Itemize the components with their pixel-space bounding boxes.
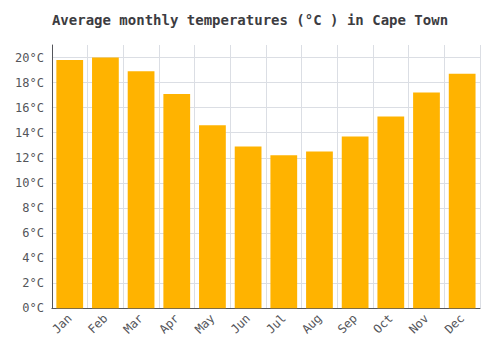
- svg-text:Jul: Jul: [264, 311, 289, 336]
- svg-text:Average monthly temperatures (: Average monthly temperatures (°C ) in Ca…: [52, 12, 448, 28]
- svg-text:Jan: Jan: [49, 311, 74, 336]
- svg-text:2°C: 2°C: [22, 276, 44, 290]
- svg-text:Mar: Mar: [121, 311, 146, 336]
- svg-text:Aug: Aug: [299, 311, 324, 336]
- svg-text:Dec: Dec: [442, 311, 467, 336]
- svg-text:4°C: 4°C: [22, 251, 44, 265]
- svg-text:8°C: 8°C: [22, 201, 44, 215]
- svg-text:Nov: Nov: [406, 311, 431, 336]
- svg-text:16°C: 16°C: [15, 101, 44, 115]
- svg-text:12°C: 12°C: [15, 151, 44, 165]
- svg-text:Jun: Jun: [228, 311, 253, 336]
- svg-text:Oct: Oct: [371, 311, 396, 336]
- svg-text:10°C: 10°C: [15, 176, 44, 190]
- svg-text:May: May: [192, 311, 217, 336]
- svg-text:0°C: 0°C: [22, 301, 44, 315]
- svg-text:Sep: Sep: [335, 311, 360, 336]
- svg-text:14°C: 14°C: [15, 126, 44, 140]
- svg-text:20°C: 20°C: [15, 51, 44, 65]
- svg-text:Feb: Feb: [85, 311, 110, 336]
- svg-text:18°C: 18°C: [15, 76, 44, 90]
- svg-text:Apr: Apr: [156, 311, 181, 336]
- svg-text:6°C: 6°C: [22, 226, 44, 240]
